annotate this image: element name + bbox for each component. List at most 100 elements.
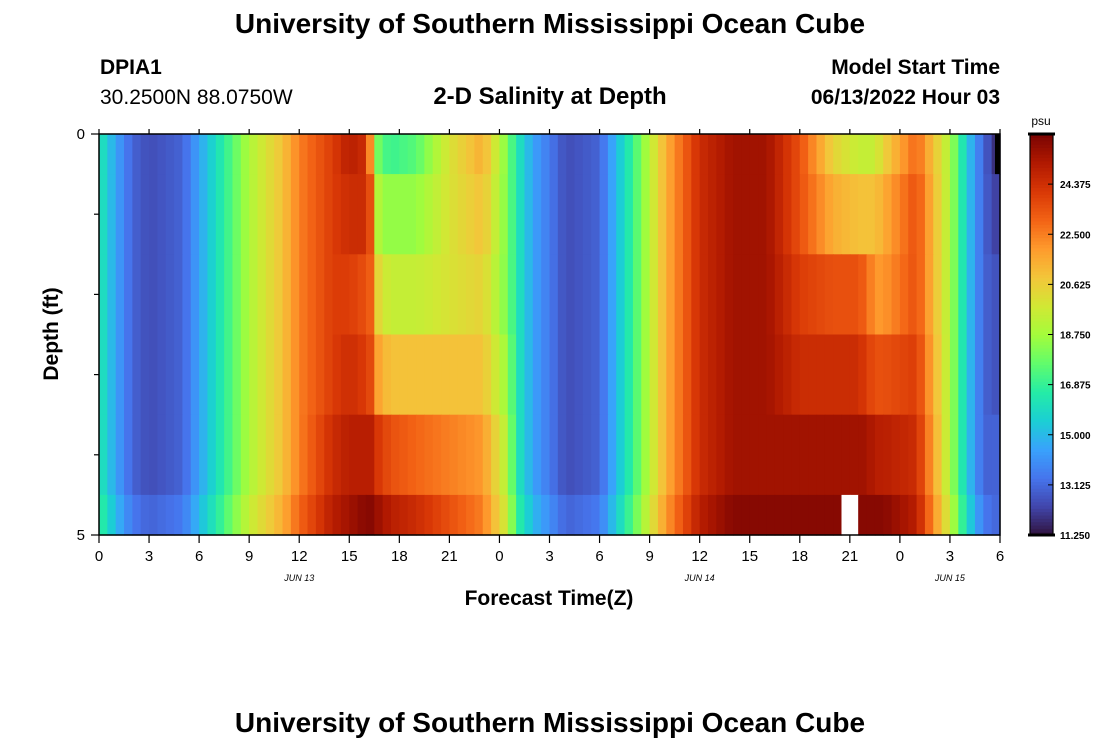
heatmap-cell (566, 174, 576, 255)
heatmap-cell (516, 254, 526, 336)
heatmap-cell (441, 494, 450, 536)
heatmap-cell (532, 254, 542, 336)
heatmap-cell (257, 334, 267, 416)
heatmap-cell (482, 414, 492, 496)
heatmap-cell (290, 334, 300, 416)
heatmap-cell (516, 414, 526, 496)
heatmap-cell (582, 334, 592, 416)
colorbar-segment (1030, 274, 1053, 279)
heatmap-cell (249, 334, 259, 416)
x-tick-label: 6 (195, 548, 203, 565)
heatmap-cell (858, 254, 868, 336)
heatmap-cell (432, 334, 442, 416)
heatmap-cell (357, 414, 367, 496)
colorbar-segment (1030, 504, 1053, 509)
heatmap-cell (265, 174, 275, 255)
x-date-label: JUN 14 (684, 573, 715, 583)
heatmap-cell (899, 134, 909, 175)
heatmap-cell (307, 334, 317, 416)
heatmap-cell (357, 174, 367, 255)
heatmap-cell (124, 334, 133, 416)
heatmap-cell (307, 254, 317, 336)
colorbar-segment (1030, 484, 1053, 489)
colorbar-segment (1030, 391, 1053, 396)
colorbar-segment (1030, 244, 1053, 249)
heatmap-cell (124, 174, 133, 255)
heatmap-cell (482, 134, 492, 175)
heatmap-cell (908, 414, 918, 496)
heatmap-cell (724, 414, 734, 496)
heatmap-cell (174, 174, 184, 255)
heatmap-cell (833, 134, 843, 175)
heatmap-cell (958, 414, 968, 496)
heatmap-cell (949, 494, 959, 536)
heatmap-cell (149, 174, 158, 255)
colorbar-segment (1030, 367, 1053, 372)
heatmap-cell (899, 174, 909, 255)
heatmap-cell (199, 254, 209, 336)
heatmap-cell (858, 334, 868, 416)
heatmap-cell (899, 334, 909, 416)
colorbar-segment (1030, 448, 1053, 453)
heatmap-cell (157, 414, 167, 496)
x-tick-label: 15 (341, 548, 358, 565)
heatmap-cell (908, 334, 918, 416)
colorbar-segment (1030, 281, 1053, 285)
heatmap-cell (682, 174, 692, 255)
heatmap-cell (974, 134, 984, 175)
heatmap-cell (774, 334, 784, 416)
heatmap-cell (699, 414, 709, 496)
colorbar-segment (1030, 311, 1053, 316)
heatmap-cell (349, 174, 359, 255)
heatmap-cell (616, 334, 626, 416)
heatmap-cell (632, 414, 642, 496)
colorbar-segment (1030, 240, 1053, 245)
heatmap-cell (190, 494, 200, 536)
heatmap-cell (808, 134, 818, 175)
heatmap-cell (566, 134, 576, 175)
heatmap-cell (741, 134, 751, 175)
heatmap-cell (883, 254, 893, 336)
heatmap-cell (591, 174, 601, 255)
colorbar-segment (1030, 474, 1053, 479)
heatmap-cell (649, 414, 659, 496)
heatmap-cell (749, 174, 759, 255)
heatmap-cell (766, 254, 776, 336)
heatmap-cell (708, 134, 717, 175)
heatmap-cell (791, 334, 801, 416)
colorbar-segment (1030, 481, 1053, 486)
colorbar-segment (1030, 197, 1053, 202)
heatmap-cell (157, 174, 167, 255)
heatmap-cell (457, 334, 467, 416)
heatmap-cell (799, 334, 809, 416)
heatmap-cell (232, 494, 242, 536)
heatmap-cell (933, 254, 943, 336)
colorbar-segment (1030, 528, 1053, 533)
heatmap-cell (899, 254, 909, 336)
colorbar-segment (1030, 424, 1053, 429)
heatmap-cell (733, 134, 742, 175)
colorbar-tick-label: 13.125 (1060, 481, 1091, 492)
heatmap-cell (733, 174, 742, 255)
colorbar-tick-label: 20.625 (1060, 280, 1091, 291)
heatmap-cell (708, 174, 717, 255)
heatmap-cell (115, 134, 125, 175)
heatmap-cell (941, 414, 951, 496)
colorbar-segment (1030, 347, 1053, 352)
heatmap-cell (716, 174, 726, 255)
heatmap-cell (449, 134, 459, 175)
x-tick-label: 0 (495, 548, 503, 565)
heatmap-cell (708, 414, 717, 496)
heatmap-cell (290, 254, 300, 336)
heatmap-cell (949, 414, 959, 496)
heatmap-cell (107, 494, 117, 536)
heatmap-cell (390, 494, 400, 536)
heatmap-cell (441, 174, 450, 255)
colorbar-segment (1030, 227, 1053, 232)
heatmap-cell (966, 254, 976, 336)
heatmap-cell (641, 174, 651, 255)
colorbar-tick-label: 24.375 (1060, 180, 1091, 191)
heatmap-cell (724, 134, 734, 175)
heatmap-cell (449, 414, 459, 496)
heatmap-cell (390, 134, 400, 175)
